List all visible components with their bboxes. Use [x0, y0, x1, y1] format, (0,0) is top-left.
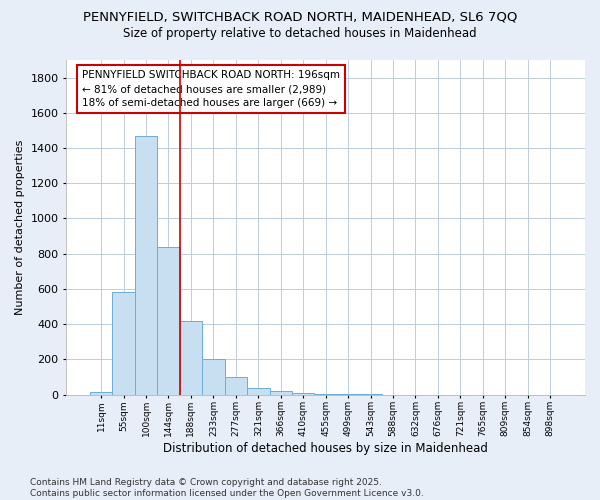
Bar [135, 136, 157, 394]
Bar [269, 391, 292, 394]
Text: PENNYFIELD, SWITCHBACK ROAD NORTH, MAIDENHEAD, SL6 7QQ: PENNYFIELD, SWITCHBACK ROAD NORTH, MAIDE… [83, 10, 517, 23]
Bar [157, 246, 180, 394]
Text: PENNYFIELD SWITCHBACK ROAD NORTH: 196sqm
← 81% of detached houses are smaller (2: PENNYFIELD SWITCHBACK ROAD NORTH: 196sqm… [82, 70, 340, 108]
Bar [90, 392, 112, 394]
X-axis label: Distribution of detached houses by size in Maidenhead: Distribution of detached houses by size … [163, 442, 488, 455]
Bar [180, 320, 202, 394]
Text: Contains HM Land Registry data © Crown copyright and database right 2025.
Contai: Contains HM Land Registry data © Crown c… [30, 478, 424, 498]
Bar [202, 360, 224, 394]
Text: Size of property relative to detached houses in Maidenhead: Size of property relative to detached ho… [123, 28, 477, 40]
Y-axis label: Number of detached properties: Number of detached properties [15, 140, 25, 315]
Bar [112, 292, 135, 394]
Bar [247, 388, 269, 394]
Bar [224, 377, 247, 394]
Bar [292, 393, 314, 394]
